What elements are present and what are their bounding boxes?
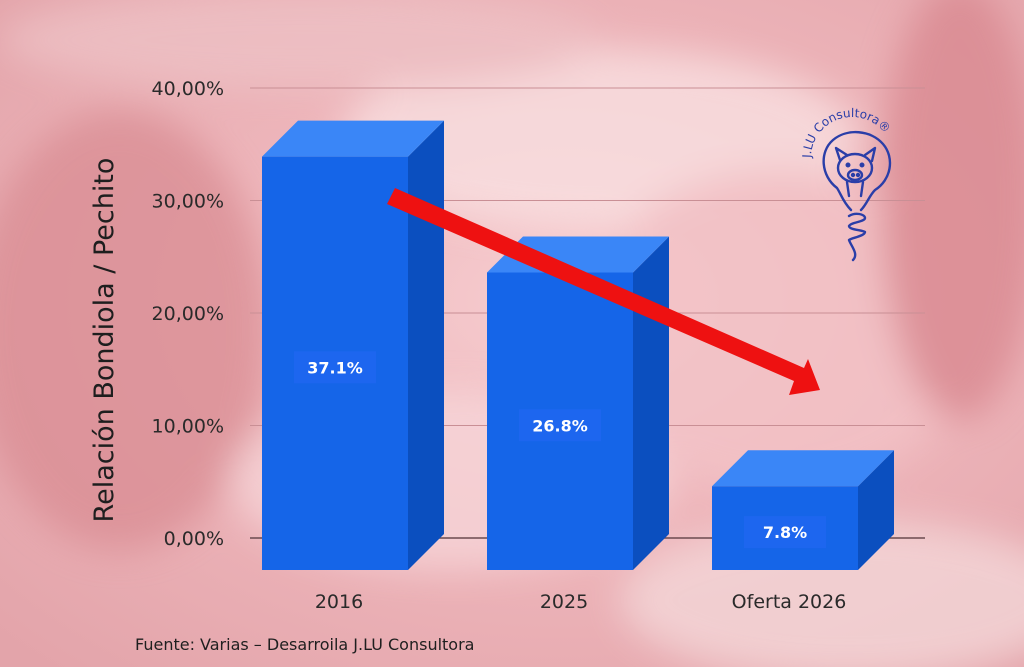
data-label-box — [744, 516, 826, 549]
data-label-box — [294, 351, 376, 384]
bar-2: 7.8% — [712, 450, 894, 570]
y-tick-label: 30,00% — [152, 191, 224, 213]
data-label: 37.1% — [307, 358, 363, 377]
source-note: Fuente: Varias – Desarroila J.LU Consult… — [135, 635, 474, 654]
trend-arrow-shape — [387, 188, 820, 395]
pig-lightbulb-icon — [822, 131, 892, 262]
bar-side — [633, 236, 669, 570]
bar-1: 26.8% — [487, 236, 669, 570]
data-label: 26.8% — [532, 416, 588, 435]
x-category-label: Oferta 2026 — [732, 591, 847, 613]
y-tick-label: 40,00% — [152, 78, 224, 100]
y-axis-label: Relación Bondiola / Pechito — [89, 158, 120, 523]
trend-arrow — [387, 188, 820, 395]
x-axis-categories: 2016 2025 Oferta 2026 — [315, 591, 847, 613]
bars: 37.1% 26.8% 7.8% — [262, 120, 894, 570]
y-tick-label: 0,00% — [164, 528, 224, 550]
bar-top — [262, 120, 444, 157]
bar-side — [858, 450, 894, 570]
bar-side — [408, 120, 444, 570]
y-tick-label: 20,00% — [152, 303, 224, 325]
x-category-label: 2016 — [315, 591, 363, 613]
data-label-box — [519, 409, 601, 442]
y-axis-ticks: 0,00% 10,00% 20,00% 30,00% 40,00% — [152, 78, 224, 550]
y-tick-label: 10,00% — [152, 416, 224, 438]
bar-top — [712, 450, 894, 487]
bar-0: 37.1% — [262, 120, 444, 570]
data-label: 7.8% — [763, 523, 807, 542]
x-category-label: 2025 — [540, 591, 588, 613]
